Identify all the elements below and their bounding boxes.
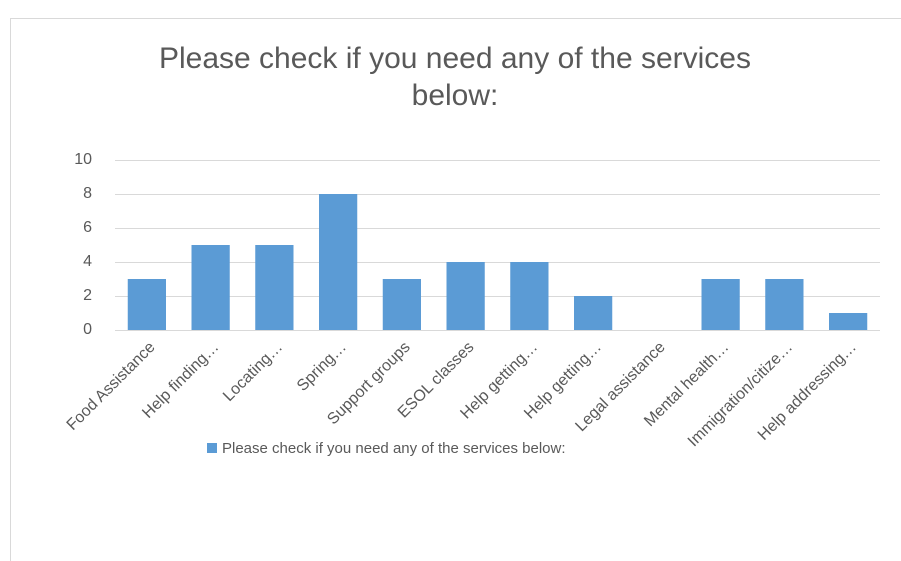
- legend-swatch: [207, 443, 217, 453]
- bar: [319, 194, 358, 330]
- chart-title: Please check if you need any of the serv…: [158, 42, 751, 112]
- bar: [510, 262, 549, 330]
- bar: [829, 313, 868, 330]
- y-tick-label: 2: [83, 287, 92, 304]
- bar: [382, 279, 421, 330]
- bar: [127, 279, 166, 330]
- bar: [765, 279, 804, 330]
- x-tick-label: Food Assistance: [64, 339, 159, 434]
- y-tick-label: 0: [83, 321, 92, 338]
- chart-frame: [10, 18, 901, 561]
- y-tick-label: 4: [83, 253, 92, 270]
- bar: [446, 262, 485, 330]
- bar: [701, 279, 740, 330]
- y-tick-label: 8: [83, 185, 92, 202]
- legend-label: Please check if you need any of the serv…: [222, 440, 566, 457]
- x-tick-label: Immigration/citize…: [685, 339, 796, 450]
- bar: [574, 296, 613, 330]
- y-tick-label: 10: [74, 151, 92, 168]
- x-tick-label: Locating…: [220, 339, 286, 405]
- x-tick-label: Spring…: [294, 339, 350, 395]
- bar: [191, 245, 230, 330]
- bar: [255, 245, 294, 330]
- y-tick-label: 6: [83, 219, 92, 236]
